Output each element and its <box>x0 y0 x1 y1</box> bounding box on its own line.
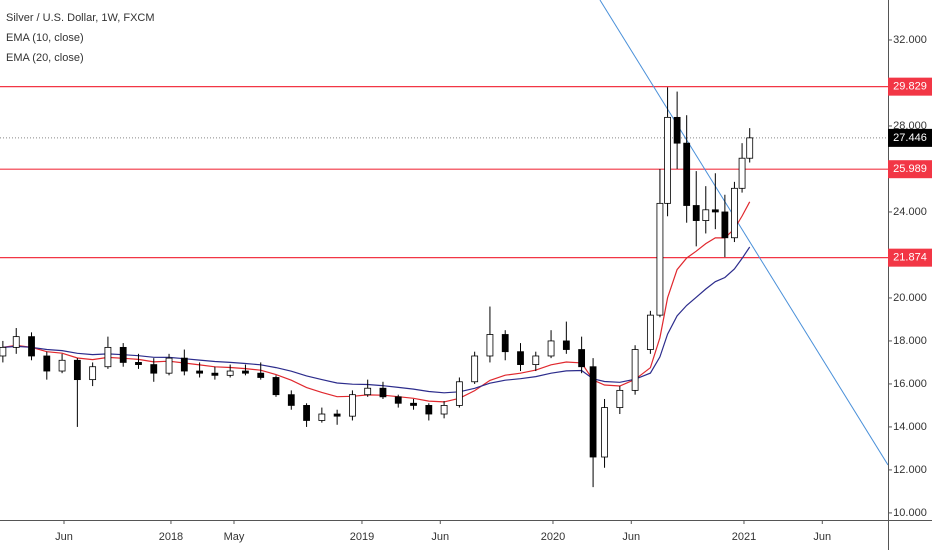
candle-body <box>646 314 654 350</box>
candle-body <box>601 407 608 458</box>
y-tick-label: 10.000 <box>893 507 927 519</box>
candle-body <box>43 355 51 372</box>
x-tick-label: 2018 <box>159 531 183 543</box>
candle-body <box>211 372 219 376</box>
trendline <box>599 0 888 466</box>
candle-body <box>104 346 112 368</box>
candle-body <box>532 355 540 365</box>
candle-body <box>589 366 597 458</box>
candle-body <box>673 116 681 144</box>
candle-body <box>364 387 372 396</box>
candle-body <box>547 340 555 357</box>
last-price-box <box>888 128 932 147</box>
x-tick-label: 2020 <box>541 531 565 543</box>
candle-body <box>180 357 188 372</box>
y-tick-label: 18.000 <box>893 335 927 347</box>
candle-body <box>721 211 729 239</box>
x-tick-label: Jun <box>622 531 640 543</box>
candle-body <box>196 370 204 374</box>
candle-body <box>616 389 624 408</box>
candle-body <box>486 334 494 357</box>
candle-body <box>440 405 448 415</box>
candle-body <box>242 370 249 374</box>
y-tick-label: 28.000 <box>893 120 927 132</box>
candle-body <box>28 336 35 357</box>
level-label-box <box>888 77 932 96</box>
candle-body <box>119 346 127 363</box>
candle-body <box>731 187 738 239</box>
candle-body <box>692 205 700 221</box>
candle-body <box>226 370 234 376</box>
candle-body <box>455 381 463 406</box>
candle-body <box>394 396 402 404</box>
candle-body <box>578 349 586 368</box>
candle-body <box>73 359 81 381</box>
candle-body <box>631 349 639 391</box>
level-label-box <box>888 248 932 267</box>
x-tick-label: Jun <box>55 531 73 543</box>
chart-title: Silver / U.S. Dollar, 1W, FXCM <box>6 12 155 24</box>
x-tick-label: Jun <box>431 531 449 543</box>
level-label: 25.989 <box>893 163 927 175</box>
candle-body <box>656 202 664 316</box>
candle-body <box>272 377 280 396</box>
x-tick-label: May <box>224 531 245 543</box>
y-tick-label: 14.000 <box>893 421 927 433</box>
candle-body <box>471 355 479 383</box>
candle-body <box>150 364 158 374</box>
y-tick-label: 24.000 <box>893 206 927 218</box>
x-tick-label: 2019 <box>350 531 374 543</box>
candle-body <box>410 402 417 406</box>
legend-entry: EMA (10, close) <box>6 32 84 44</box>
candle-body <box>702 209 710 221</box>
y-tick-label: 20.000 <box>893 292 927 304</box>
candle-body <box>711 209 719 213</box>
candle-body <box>501 334 509 353</box>
candle-body <box>738 157 746 189</box>
candle-body <box>135 362 142 365</box>
candle-body <box>318 413 326 421</box>
y-tick-label: 32.000 <box>893 34 927 46</box>
candle-body <box>683 142 691 206</box>
x-tick-label: Jun <box>813 531 831 543</box>
candle-body <box>333 413 341 417</box>
y-tick-label: 12.000 <box>893 464 927 476</box>
candle-body <box>517 351 524 365</box>
candle-body <box>349 394 356 417</box>
candle-body <box>425 405 433 415</box>
candle-body <box>303 405 310 421</box>
level-label-box <box>888 160 932 179</box>
legend-entry: EMA (20, close) <box>6 52 84 64</box>
candle-body <box>257 372 265 378</box>
level-label: 21.874 <box>893 252 927 264</box>
candle-body <box>379 387 387 398</box>
candle-body <box>12 336 20 348</box>
candle-body <box>746 137 754 159</box>
candle-body <box>165 357 173 374</box>
last-price-label: 27.446 <box>893 132 927 144</box>
candle-body <box>89 366 97 381</box>
candle-body <box>287 394 295 406</box>
candle-body <box>58 359 66 372</box>
candle-body <box>664 116 671 204</box>
x-tick-label: 2021 <box>732 531 756 543</box>
candle-body <box>562 340 570 350</box>
candle-body <box>0 346 7 357</box>
level-label: 29.829 <box>893 81 927 93</box>
y-tick-label: 16.000 <box>893 378 927 390</box>
